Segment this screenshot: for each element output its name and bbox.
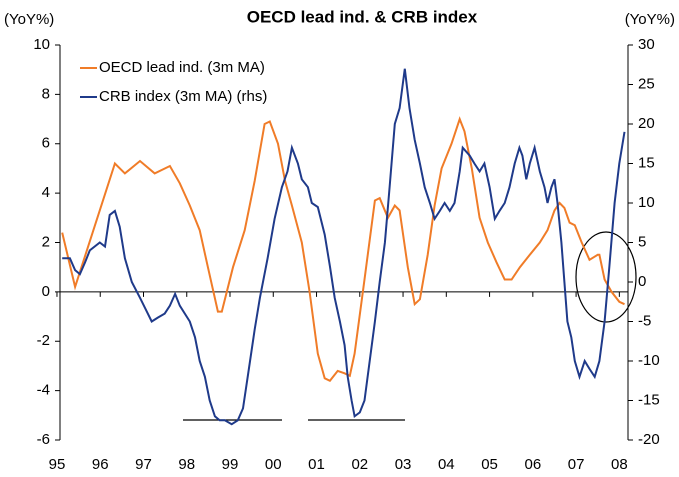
x-tick-label: 98 (178, 456, 195, 473)
x-tick-label: 00 (265, 456, 282, 473)
y-tick-label: 8 (42, 85, 50, 102)
annotation-circle (575, 231, 637, 323)
y-tick-label: 2 (42, 233, 50, 250)
x-tick-label: 95 (49, 456, 66, 473)
x-tick-label: 08 (611, 456, 628, 473)
y2-tick-label: 0 (638, 273, 646, 290)
x-tick-label: 07 (568, 456, 585, 473)
y2-tick-label: -10 (638, 352, 660, 369)
y2-tick-label: -15 (638, 391, 660, 408)
x-tick-label: 06 (524, 456, 541, 473)
x-tick-label: 97 (135, 456, 152, 473)
y2-tick-label: -20 (638, 431, 660, 448)
y2-tick-label: 30 (638, 36, 655, 53)
x-tick-label: 04 (438, 456, 455, 473)
line-series (62, 68, 626, 426)
legend-label: OECD lead ind. (3m MA) (99, 59, 265, 76)
y2-tick-label: 25 (638, 75, 655, 92)
y2-tick-label: 10 (638, 194, 655, 211)
x-tick-label: 99 (222, 456, 239, 473)
x-tick-label: 03 (395, 456, 412, 473)
y-axis-label: (YoY%) (4, 11, 54, 28)
x-tick-label: 01 (308, 456, 325, 473)
legend-label: CRB index (3m MA) (rhs) (99, 88, 267, 105)
y-tick-label: -6 (37, 431, 50, 448)
y2-axis-label: (YoY%) (625, 11, 675, 28)
y-tick-label: 0 (42, 283, 50, 300)
y2-tick-label: 15 (638, 154, 655, 171)
x-tick-label: 05 (481, 456, 498, 473)
y-tick-label: 10 (33, 36, 50, 53)
y2-tick-label: 5 (638, 233, 646, 250)
y-tick-label: 6 (42, 135, 50, 152)
y-tick-label: 4 (42, 184, 50, 201)
x-tick-label: 96 (92, 456, 109, 473)
x-tick-label: 02 (351, 456, 368, 473)
line-series (61, 116, 625, 383)
chart-title: OECD lead ind. & CRB index (247, 7, 478, 26)
y2-tick-label: -5 (638, 312, 651, 329)
y-tick-label: -4 (37, 382, 50, 399)
y2-tick-label: 20 (638, 115, 655, 132)
y-tick-label: -2 (37, 332, 50, 349)
